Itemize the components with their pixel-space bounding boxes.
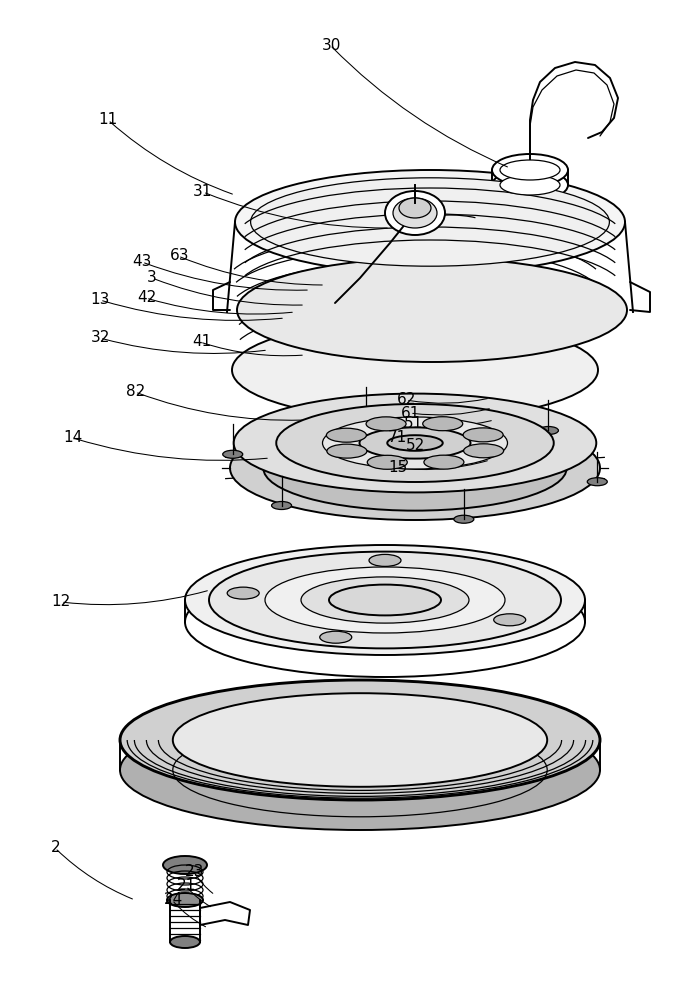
Ellipse shape xyxy=(232,320,598,420)
Ellipse shape xyxy=(587,478,607,486)
Ellipse shape xyxy=(387,435,443,451)
Ellipse shape xyxy=(399,198,431,218)
Ellipse shape xyxy=(170,936,200,948)
Text: 23: 23 xyxy=(185,864,204,880)
Ellipse shape xyxy=(454,515,474,523)
Ellipse shape xyxy=(230,416,600,520)
Ellipse shape xyxy=(393,198,437,228)
Text: 13: 13 xyxy=(91,292,110,308)
Ellipse shape xyxy=(167,893,203,907)
Text: 62: 62 xyxy=(397,392,416,408)
Ellipse shape xyxy=(385,191,445,235)
Text: 21: 21 xyxy=(177,879,196,894)
Ellipse shape xyxy=(263,425,566,511)
Ellipse shape xyxy=(163,856,207,874)
Ellipse shape xyxy=(538,426,558,434)
Ellipse shape xyxy=(235,170,625,274)
Ellipse shape xyxy=(276,404,554,482)
Text: 51: 51 xyxy=(404,416,423,432)
Ellipse shape xyxy=(463,428,503,442)
Ellipse shape xyxy=(120,680,600,800)
Ellipse shape xyxy=(322,417,508,469)
Ellipse shape xyxy=(500,175,560,195)
Ellipse shape xyxy=(492,154,568,186)
Text: 11: 11 xyxy=(99,112,118,127)
Ellipse shape xyxy=(185,545,585,655)
Text: 30: 30 xyxy=(322,37,341,52)
Ellipse shape xyxy=(367,455,407,469)
Ellipse shape xyxy=(464,444,504,458)
Ellipse shape xyxy=(222,450,243,458)
Ellipse shape xyxy=(500,160,560,180)
Ellipse shape xyxy=(369,554,401,566)
Ellipse shape xyxy=(234,394,596,492)
Text: 41: 41 xyxy=(192,334,211,350)
Text: 71: 71 xyxy=(388,430,407,444)
Ellipse shape xyxy=(227,587,259,599)
Ellipse shape xyxy=(492,169,568,201)
Ellipse shape xyxy=(301,577,469,623)
Ellipse shape xyxy=(173,693,547,787)
Text: 63: 63 xyxy=(170,248,189,263)
Ellipse shape xyxy=(237,258,627,362)
Ellipse shape xyxy=(265,567,505,633)
Text: 24: 24 xyxy=(164,892,183,908)
Text: 14: 14 xyxy=(64,430,82,446)
Text: 31: 31 xyxy=(193,184,212,200)
Text: 61: 61 xyxy=(402,406,420,420)
Ellipse shape xyxy=(422,417,462,431)
Text: 2: 2 xyxy=(51,840,60,856)
Text: 12: 12 xyxy=(51,594,70,609)
Text: 82: 82 xyxy=(126,384,145,399)
Ellipse shape xyxy=(327,444,367,458)
Ellipse shape xyxy=(327,428,366,442)
Ellipse shape xyxy=(356,413,376,421)
Ellipse shape xyxy=(424,455,464,469)
Ellipse shape xyxy=(272,502,291,510)
Text: 15: 15 xyxy=(388,460,407,476)
Text: 32: 32 xyxy=(91,330,110,346)
Text: 3: 3 xyxy=(147,270,157,286)
Ellipse shape xyxy=(329,585,441,615)
Ellipse shape xyxy=(493,614,526,626)
Ellipse shape xyxy=(209,552,561,648)
Ellipse shape xyxy=(366,417,406,431)
Ellipse shape xyxy=(320,631,352,643)
Ellipse shape xyxy=(360,427,470,459)
Ellipse shape xyxy=(251,178,609,266)
Ellipse shape xyxy=(120,710,600,830)
Text: 42: 42 xyxy=(138,290,157,306)
Text: 43: 43 xyxy=(132,254,151,269)
Text: 52: 52 xyxy=(406,438,425,452)
